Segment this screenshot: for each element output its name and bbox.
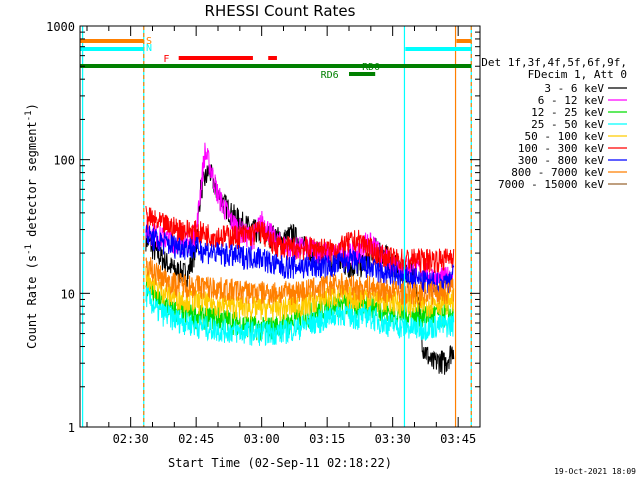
x-tick-label: 03:15 (309, 432, 345, 446)
y-tick-label: 1000 (46, 20, 75, 34)
y-axis-label: Count Rate (s-1 detector segment-1) (24, 103, 39, 349)
axis-ticks (80, 26, 481, 428)
series-line-6 (145, 205, 455, 273)
chart-title: RHESSI Count Rates (205, 2, 356, 20)
flag-label-rd6: RD6 (321, 70, 339, 81)
legend-label-4: 25 - 50 keV (531, 118, 604, 131)
legend: Det 1f,3f,4f,5f,6f,9f, FDecim 1, Att 0 3… (481, 56, 627, 191)
legend-label-2: 6 - 12 keV (538, 94, 605, 107)
legend-label-9: 7000 - 15000 keV (498, 178, 604, 191)
legend-header-line-2: FDecim 1, Att 0 (528, 68, 627, 81)
legend-label-6: 100 - 300 keV (518, 142, 604, 155)
legend-label-5: 50 - 100 keV (525, 130, 605, 143)
legend-header-line-1: Det 1f,3f,4f,5f,6f,9f, (481, 56, 627, 69)
x-tick-label: 03:30 (375, 432, 411, 446)
legend-label-7: 300 - 800 keV (518, 154, 604, 167)
y-tick-label: 1 (68, 421, 75, 435)
plot-frame (79, 25, 481, 428)
y-tick-label: 10 (61, 287, 75, 301)
legend-label-8: 800 - 7000 keV (511, 166, 604, 179)
x-tick-label: 03:00 (244, 432, 280, 446)
legend-label-1: 3 - 6 keV (544, 82, 604, 95)
flag-label-s: S (146, 36, 152, 47)
legend-label-3: 12 - 25 keV (531, 106, 604, 119)
series-line-4 (145, 285, 455, 347)
x-axis-label: Start Time (02-Sep-11 02:18:22) (168, 456, 392, 470)
x-tick-label: 03:45 (440, 432, 476, 446)
series-line-8 (145, 257, 455, 307)
series-line-7 (145, 224, 455, 296)
flag-label-f: F (163, 54, 169, 65)
flag-label-n: N (146, 43, 152, 54)
x-tick-label: 02:30 (113, 432, 149, 446)
flag-label-rd0: RD0 (362, 62, 380, 73)
x-tick-label: 02:45 (178, 432, 214, 446)
y-tick-label: 100 (53, 154, 75, 168)
timestamp-footer: 19-Oct-2021 18:09 (554, 467, 636, 476)
